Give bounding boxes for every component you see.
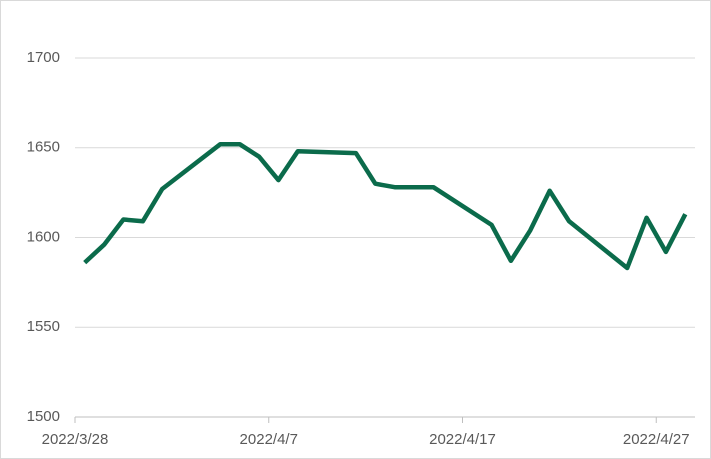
y-tick-label: 1700 — [27, 49, 60, 66]
x-tick-label: 2022/4/17 — [429, 431, 496, 448]
line — [83, 141, 688, 271]
x-tick-label: 2022/4/7 — [240, 431, 298, 448]
x-tick-label: 2022/4/27 — [623, 431, 690, 448]
y-tick-label: 1600 — [27, 228, 60, 245]
x-tick-label: 2022/3/28 — [42, 431, 109, 448]
y-tick-label: 1650 — [27, 139, 60, 156]
y-tick-label: 1550 — [27, 318, 60, 335]
y-tick-label: 1500 — [27, 408, 60, 425]
